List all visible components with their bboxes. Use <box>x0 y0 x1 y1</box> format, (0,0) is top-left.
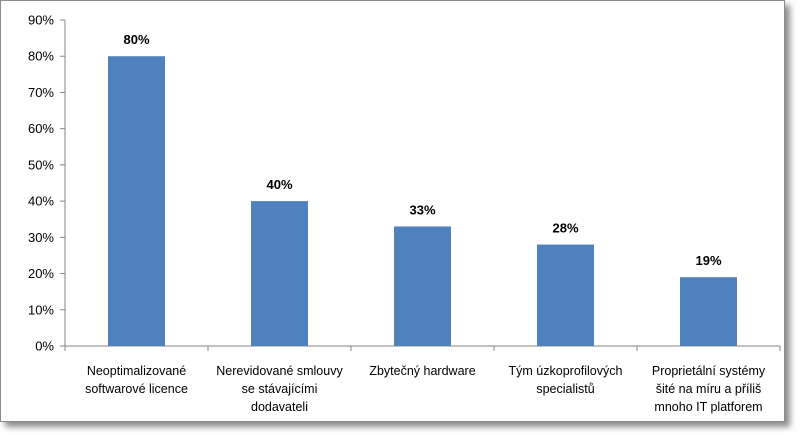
category-label: specialistů <box>536 382 594 396</box>
category-label: mnoho IT platforem <box>654 400 762 414</box>
y-tick-label: 30% <box>28 230 54 245</box>
category-label: Nerevidované smlouvy <box>216 364 343 378</box>
y-tick-label: 10% <box>28 302 54 317</box>
y-tick-label: 40% <box>28 194 54 209</box>
data-label: 40% <box>266 177 292 192</box>
bar <box>251 201 308 346</box>
category-label: Proprietální systémy <box>652 364 766 378</box>
y-tick-label: 80% <box>28 49 54 64</box>
data-label: 33% <box>409 202 435 217</box>
data-label: 28% <box>552 221 578 236</box>
data-label: 19% <box>695 253 721 268</box>
y-tick-label: 60% <box>28 121 54 136</box>
bar <box>537 244 594 346</box>
bar <box>394 226 451 346</box>
bar <box>680 277 737 346</box>
y-tick-label: 20% <box>28 266 54 281</box>
y-tick-label: 70% <box>28 85 54 100</box>
data-label: 80% <box>123 32 149 47</box>
category-label: dodavateli <box>251 400 308 414</box>
category-label: Tým úzkoprofilových <box>509 364 623 378</box>
category-label: se stávajícími <box>242 382 318 396</box>
y-tick-label: 90% <box>28 13 54 28</box>
category-label: šité na míru a příliš <box>656 382 762 396</box>
bar <box>108 56 165 346</box>
category-label: Neoptimalizované <box>87 364 186 378</box>
category-label: softwarové licence <box>85 382 188 396</box>
y-tick-label: 50% <box>28 157 54 172</box>
y-tick-label: 0% <box>35 339 54 354</box>
category-label: Zbytečný hardware <box>369 364 475 378</box>
